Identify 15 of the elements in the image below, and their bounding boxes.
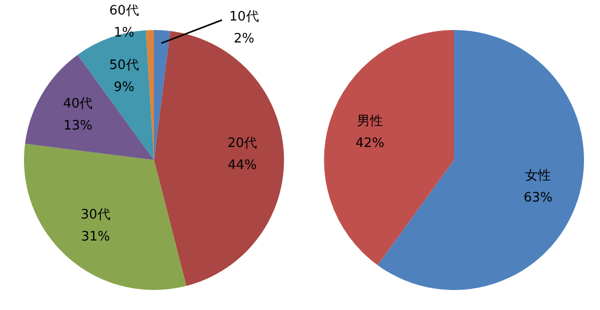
slice-label: 男性 (356, 114, 383, 130)
data-label: 31% (81, 230, 110, 245)
slice-label: 女性 (525, 168, 552, 184)
slice-label: 40代 (63, 96, 93, 112)
data-label: 13% (63, 118, 92, 134)
data-label: 44% (228, 158, 257, 173)
slice-label: 30代 (80, 208, 110, 223)
data-label: 9% (114, 80, 134, 96)
data-label: 2% (234, 31, 254, 46)
slice-label: 10代 (229, 9, 259, 24)
slice-label: 50代 (109, 58, 139, 74)
data-label: 42% (355, 136, 384, 152)
slice-label: 60代 (109, 3, 139, 18)
data-label: 63% (524, 190, 553, 206)
slice-label: 20代 (227, 136, 257, 151)
